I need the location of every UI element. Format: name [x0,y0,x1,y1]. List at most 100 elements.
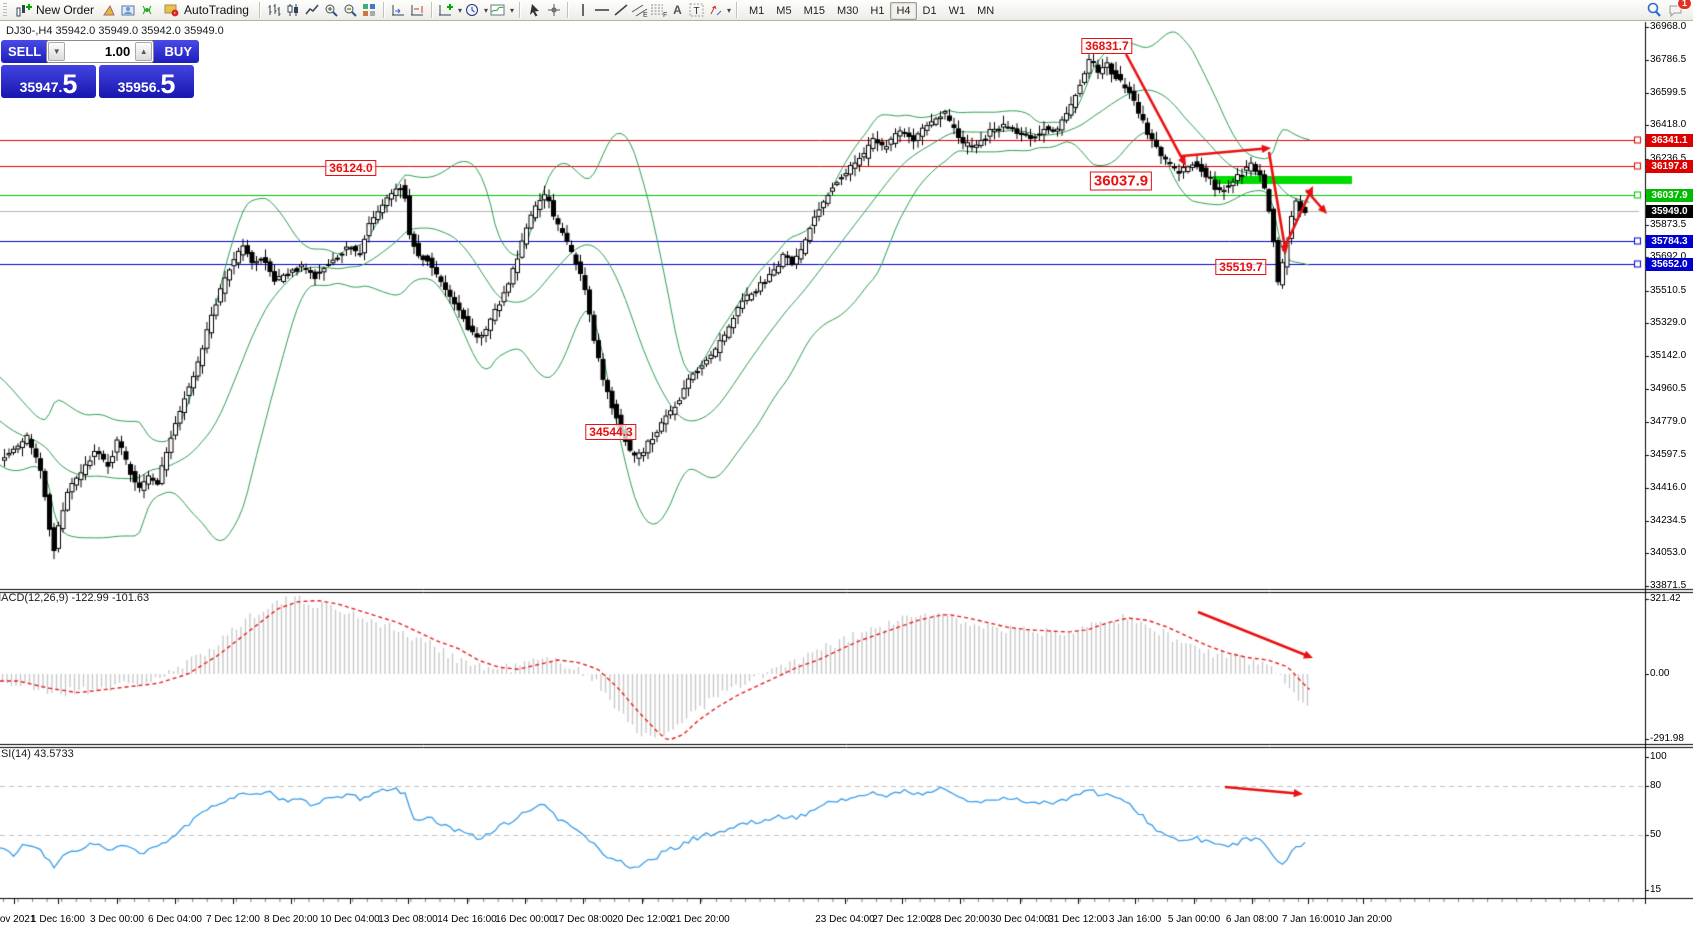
price-level-label: 36341.1 [1646,133,1693,147]
price-axis-tick: 36236.5 [1650,153,1687,164]
toolbar-separator [736,2,739,18]
timeframe-button-m1[interactable]: M1 [749,4,765,17]
fibonacci-tool-icon[interactable]: F [650,2,667,18]
toolbar-separator [258,2,261,18]
svg-text:E: E [643,12,648,18]
time-axis-label: 1 Dec 16:00 [31,914,85,925]
timeframe-group: M1 M5 M15 M30 H1 H4 D1 W1 MN [743,1,1000,20]
time-axis-label: 8 Dec 20:00 [264,914,318,925]
price-annotation[interactable]: 36124.0 [325,160,377,176]
auto-scroll-icon[interactable] [390,2,407,18]
price-axis-tick: 35873.5 [1650,219,1687,230]
timeframe-button-mn[interactable]: MN [977,4,995,17]
price-annotation[interactable]: 36037.9 [1089,171,1153,191]
buy-price[interactable]: 35956. 5 [99,65,194,98]
label-tool-icon[interactable]: T [688,2,705,18]
zoom-out-icon[interactable] [342,2,359,18]
price-axis-tick: 34779.0 [1650,416,1687,427]
buy-price-big-digit: 5 [160,69,176,99]
price-axis-tick: 35692.0 [1650,251,1687,262]
sell-price-big-digit: 5 [62,69,78,99]
time-axis-label: 27 Dec 12:00 [872,914,932,925]
metaeditor-icon[interactable] [120,2,137,18]
crosshair-icon[interactable] [545,2,562,18]
text-tool-icon[interactable]: A [673,3,682,17]
rsi-scale-label: 100 [1650,751,1667,762]
price-axis-tick: 33871.5 [1650,580,1687,591]
toolbar-separator [430,2,433,18]
time-axis-label: Nov 2021 [0,914,36,925]
timeframe-button-h1[interactable]: H1 [870,4,885,17]
notifications-icon[interactable]: 1 [1668,0,1692,18]
time-axis-label: 14 Dec 16:00 [437,914,497,925]
sell-button[interactable]: SELL [1,40,49,63]
autotrading-label: AutoTrading [184,3,249,17]
price-axis-tick: 34234.5 [1650,515,1687,526]
price-annotation[interactable]: 35519.7 [1215,259,1267,275]
toolbar-separator [382,2,385,18]
price-annotation[interactable]: 36831.7 [1081,38,1133,54]
buy-button[interactable]: BUY [152,40,199,63]
candlestick-type-icon[interactable] [285,2,302,18]
timeframe-button-w1[interactable]: W1 [948,4,966,17]
new-order-button[interactable]: New Order [10,0,99,20]
bar-chart-type-icon[interactable] [266,2,283,18]
macd-indicator-label: MACD(12,26,9) -122.99 -101.63 [0,592,150,604]
autotrading-button[interactable]: AutoTrading [158,0,254,20]
cursor-icon[interactable] [526,2,543,18]
vertical-line-tool-icon[interactable] [574,2,591,18]
time-axis-label: 10 Jan 20:00 [1334,914,1392,925]
svg-text:T: T [693,6,699,17]
time-axis-label: 5 Jan 00:00 [1167,914,1221,925]
time-axis-label: 6 Jan 08:00 [1225,914,1279,925]
arrows-tool-icon[interactable] [707,2,724,18]
time-axis-label: 7 Dec 12:00 [206,914,260,925]
volume-spinner: ▼ ▲ [46,40,155,63]
indicators-dropdown-icon[interactable]: ▾ [457,5,462,15]
timeframe-button-m30[interactable]: M30 [836,4,859,17]
volume-decrease-button[interactable]: ▼ [48,42,66,61]
tile-windows-icon[interactable] [361,2,378,18]
sell-price[interactable]: 35947. 5 [1,65,96,98]
chart-shift-end-icon[interactable] [409,2,426,18]
volume-increase-button[interactable]: ▲ [135,42,153,61]
chart-shift-icon[interactable] [101,2,118,18]
channel-tool-icon[interactable]: E [631,2,648,18]
price-axis-tick: 35142.0 [1650,350,1687,361]
horizontal-line-tool-icon[interactable] [593,2,610,18]
signals-icon[interactable] [139,2,156,18]
new-order-label: New Order [36,3,95,17]
timeframe-button-h4[interactable]: H4 [890,1,917,20]
trendline-tool-icon[interactable] [612,2,629,18]
timeframe-button-d1[interactable]: D1 [922,4,937,17]
price-level-label: 35652.0 [1646,257,1693,271]
volume-input[interactable] [66,41,135,62]
macd-scale-label: -291.98 [1650,733,1684,744]
toolbar-grip[interactable] [3,3,7,17]
sell-price-dot: . [58,79,63,95]
rsi-scale-label: 80 [1650,780,1662,791]
templates-icon[interactable] [490,2,507,18]
templates-dropdown-icon[interactable]: ▾ [509,5,514,15]
price-level-label: 36197.8 [1646,159,1693,173]
price-annotation[interactable]: 34544.3 [585,424,637,440]
arrows-dropdown-icon[interactable]: ▾ [727,5,732,15]
indicators-icon[interactable] [438,2,455,18]
timeframe-button-m5[interactable]: M5 [776,4,792,17]
search-icon[interactable] [1645,2,1662,18]
price-level-label: 35784.3 [1646,234,1693,248]
macd-scale-label: 0.00 [1650,668,1670,679]
line-chart-type-icon[interactable] [304,2,321,18]
macd-scale-label: 321.42 [1650,593,1681,604]
sell-price-main: 35947 [19,79,59,95]
zoom-in-icon[interactable] [323,2,340,18]
time-axis-label: 23 Dec 04:00 [815,914,875,925]
time-axis-label: 13 Dec 08:00 [378,914,438,925]
price-axis-tick: 35510.5 [1650,285,1687,296]
periods-dropdown-icon[interactable]: ▾ [483,5,488,15]
periods-icon[interactable] [464,2,481,18]
price-level-label: 35949.0 [1646,204,1693,218]
price-axis-tick: 34597.5 [1650,449,1687,460]
timeframe-button-m15[interactable]: M15 [803,4,825,17]
